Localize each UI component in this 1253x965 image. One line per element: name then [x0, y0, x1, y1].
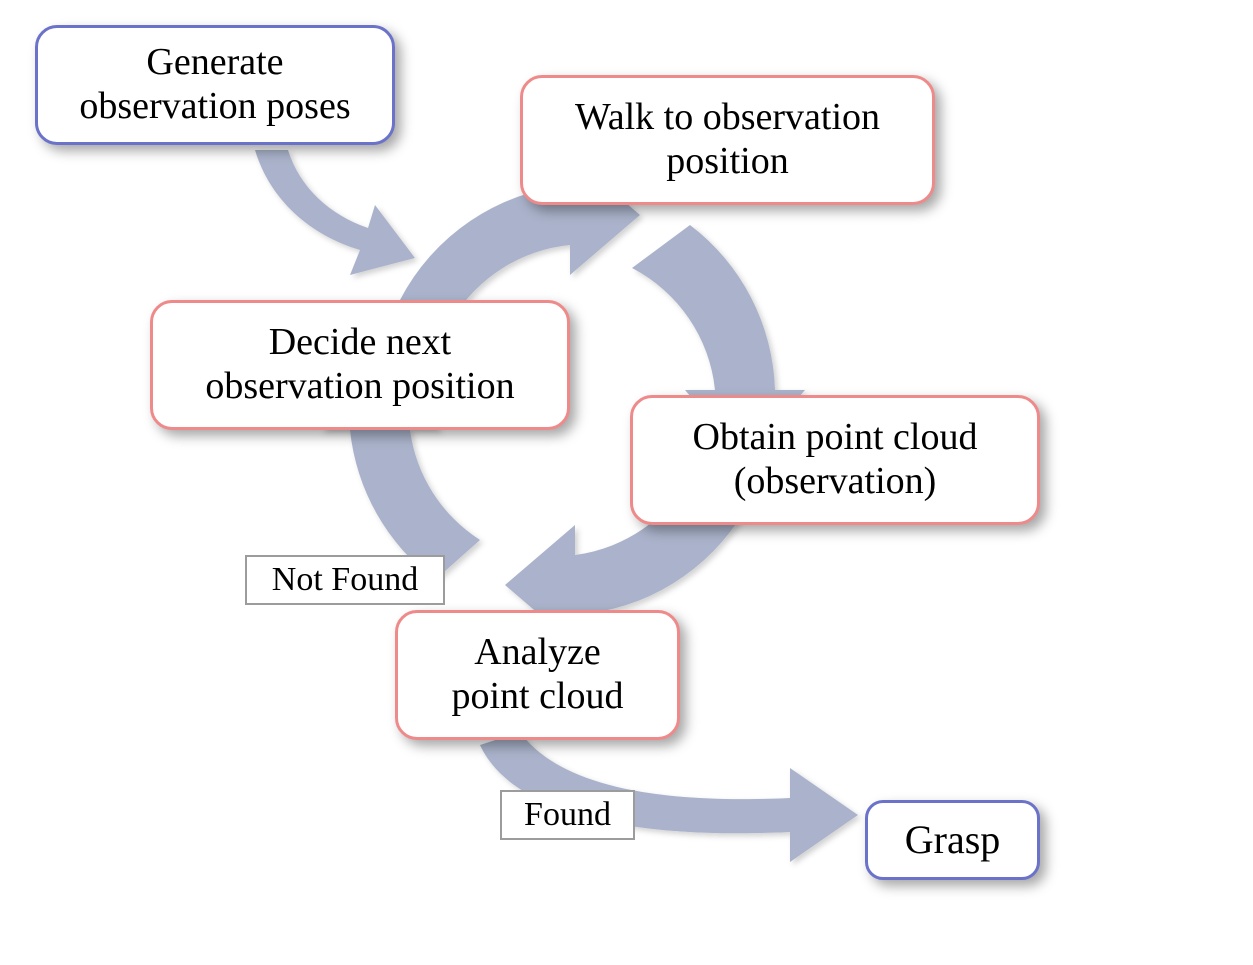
label-text: Not Found — [272, 561, 418, 599]
node-text: Decide nextobservation position — [205, 321, 514, 408]
node-text: Walk to observationposition — [575, 96, 880, 183]
arrow-generate-to-cycle — [255, 150, 415, 275]
node-text: Analyzepoint cloud — [451, 631, 623, 718]
node-analyze-point-cloud: Analyzepoint cloud — [395, 610, 680, 740]
node-generate-observation-poses: Generateobservation poses — [35, 25, 395, 145]
node-walk-to-observation-position: Walk to observationposition — [520, 75, 935, 205]
diagram-stage: Generateobservation poses Walk to observ… — [0, 0, 1253, 965]
node-grasp: Grasp — [865, 800, 1040, 880]
node-decide-next-observation-position: Decide nextobservation position — [150, 300, 570, 430]
edge-label-not-found: Not Found — [245, 555, 445, 605]
node-text: Obtain point cloud(observation) — [693, 416, 978, 503]
edge-label-found: Found — [500, 790, 635, 840]
node-text: Generateobservation poses — [79, 41, 350, 128]
node-text: Grasp — [905, 817, 1001, 863]
node-obtain-point-cloud: Obtain point cloud(observation) — [630, 395, 1040, 525]
label-text: Found — [524, 796, 611, 834]
